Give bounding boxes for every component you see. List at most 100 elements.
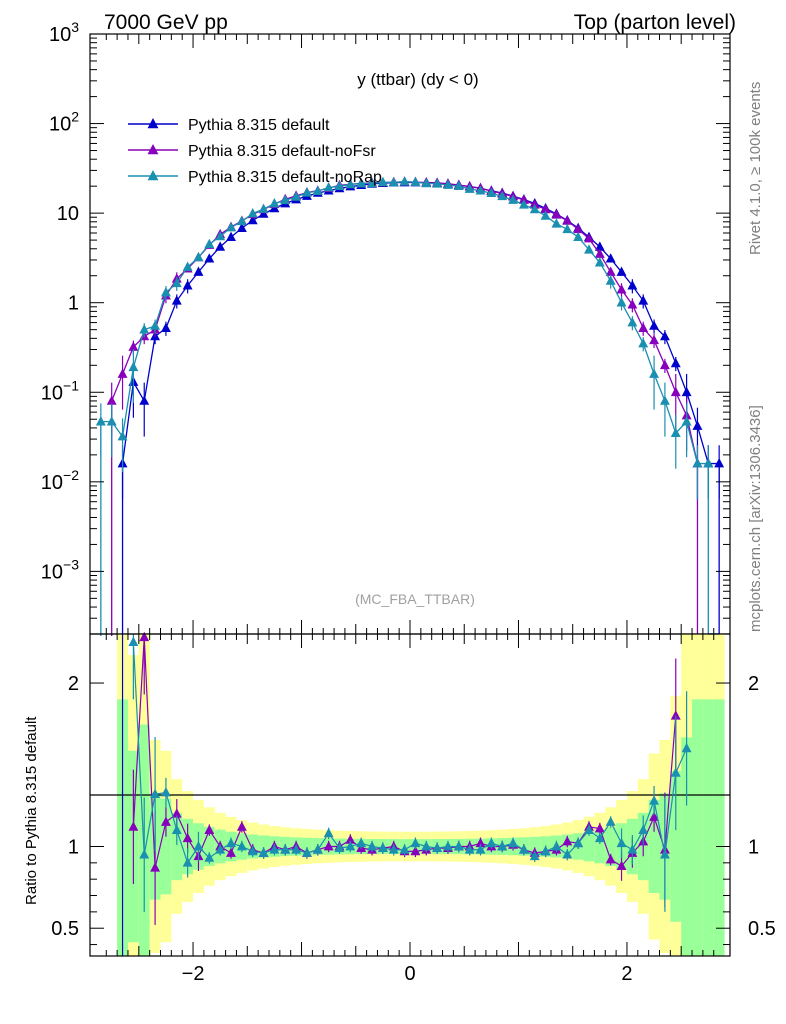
data-point <box>410 176 421 187</box>
data-point <box>486 187 497 198</box>
ratio-data-point <box>280 844 291 854</box>
main-y-tick-label: 10−1 <box>41 377 79 404</box>
ratio-band-1sigma <box>594 829 606 864</box>
main-axis-ticks <box>90 33 730 635</box>
data-point <box>139 324 150 334</box>
data-point <box>388 176 399 187</box>
legend-marker <box>147 144 159 155</box>
data-point <box>117 431 128 441</box>
data-point <box>106 416 117 426</box>
ratio-plot: 0.5 0.5 1 1 2 2 −2 0 2 Ratio to Pythia 8.315 def… <box>23 631 776 985</box>
ratio-data-point <box>128 636 139 647</box>
data-point <box>464 183 475 193</box>
data-point <box>453 180 464 191</box>
ratio-data-point <box>453 840 464 851</box>
data-point <box>659 395 670 405</box>
data-point <box>714 458 725 468</box>
data-point <box>139 395 150 405</box>
data-point <box>638 338 649 348</box>
data-point <box>670 386 681 397</box>
ratio-data-point <box>388 844 399 854</box>
ratio-axis-ticks <box>90 634 730 956</box>
analysis-label: (MC_FBA_TTBAR) <box>355 591 475 607</box>
legend-entry: Pythia 8.315 default-noFsr <box>128 143 376 160</box>
ratio-data-point <box>410 837 421 848</box>
ratio-data-point <box>410 845 421 856</box>
ratio-y-tick-label-right: 1 <box>748 836 759 858</box>
data-point <box>681 416 692 426</box>
ratio-data-point <box>150 788 161 799</box>
ratio-data-point <box>573 837 584 848</box>
data-point <box>627 317 638 327</box>
plot-title: y (ttbar) (dy < 0) <box>357 70 478 89</box>
x-tick-label: 2 <box>621 963 632 985</box>
data-point <box>649 320 660 330</box>
data-point <box>584 233 594 243</box>
ratio-data-point <box>182 832 193 843</box>
main-plot: 10−3 10−2 10−1 1 10 102 103 y (ttbar) (dy < 0)… <box>41 19 731 636</box>
data-point <box>204 238 215 249</box>
data-point <box>703 458 714 468</box>
ratio-data-point <box>367 840 377 851</box>
ratio-data-point <box>139 849 150 859</box>
ratio-data-point <box>171 808 182 818</box>
data-point <box>182 261 193 271</box>
legend-label: Pythia 8.315 default-noRap <box>188 169 382 186</box>
rivet-label: Rivet 4.1.0, ≥ 100k events <box>747 82 764 255</box>
data-point <box>605 253 616 263</box>
ratio-data-point <box>258 847 269 857</box>
ratio-data-point <box>139 631 150 642</box>
ratio-data-point <box>236 821 247 831</box>
data-point <box>551 218 562 228</box>
legend-label: Pythia 8.315 default-noFsr <box>188 143 376 160</box>
ratio-data-point <box>160 787 171 797</box>
data-point <box>573 231 584 241</box>
data-point <box>95 416 106 426</box>
data-point <box>117 368 128 378</box>
legend-entry: Pythia 8.315 default-noRap <box>128 169 382 186</box>
ratio-data-point <box>670 767 681 777</box>
ratio-data-point <box>681 742 692 753</box>
ratio-data-point <box>150 862 161 872</box>
ratio-data-point <box>670 710 681 720</box>
data-point <box>193 266 204 276</box>
ratio-data-point <box>627 844 638 854</box>
data-point <box>345 178 356 189</box>
ratio-data-point <box>291 844 302 854</box>
data-point <box>247 214 258 225</box>
data-point <box>529 203 540 214</box>
ratio-y-tick-label-right: 2 <box>748 673 759 695</box>
series-pythia-8-315-default-norap <box>95 176 714 636</box>
data-point <box>475 185 486 195</box>
ratio-data-point <box>475 837 486 848</box>
ratio-y-tick-label-left: 2 <box>68 673 79 695</box>
main-y-tick-label: 103 <box>49 19 79 46</box>
ratio-y-tick-label-right: 0.5 <box>748 918 776 940</box>
ratio-data-point <box>432 842 443 852</box>
data-point <box>432 178 443 188</box>
ratio-data-point <box>421 840 432 851</box>
ratio-band-1sigma <box>171 812 183 881</box>
main-y-tick-label: 10 <box>57 203 79 225</box>
data-point <box>399 176 410 186</box>
main-y-tick-label: 10−2 <box>41 467 79 494</box>
ratio-band-1sigma <box>203 826 215 867</box>
data-point <box>518 199 529 209</box>
ratio-data-point <box>638 824 649 834</box>
x-tick-label: −2 <box>182 963 205 985</box>
ratio-data-point <box>334 842 345 852</box>
data-point <box>215 241 226 251</box>
data-point <box>616 266 627 276</box>
data-point <box>269 198 280 208</box>
ratio-band-1sigma <box>670 771 682 922</box>
main-y-tick-label: 1 <box>68 293 79 315</box>
ratio-data-point <box>605 816 616 826</box>
data-point <box>106 395 117 405</box>
ratio-data-point <box>312 844 323 854</box>
data-point <box>518 194 529 204</box>
data-point <box>562 215 573 225</box>
data-point <box>334 180 345 191</box>
ratio-data-point <box>464 844 475 854</box>
data-point <box>605 275 616 285</box>
data-point <box>171 277 182 288</box>
